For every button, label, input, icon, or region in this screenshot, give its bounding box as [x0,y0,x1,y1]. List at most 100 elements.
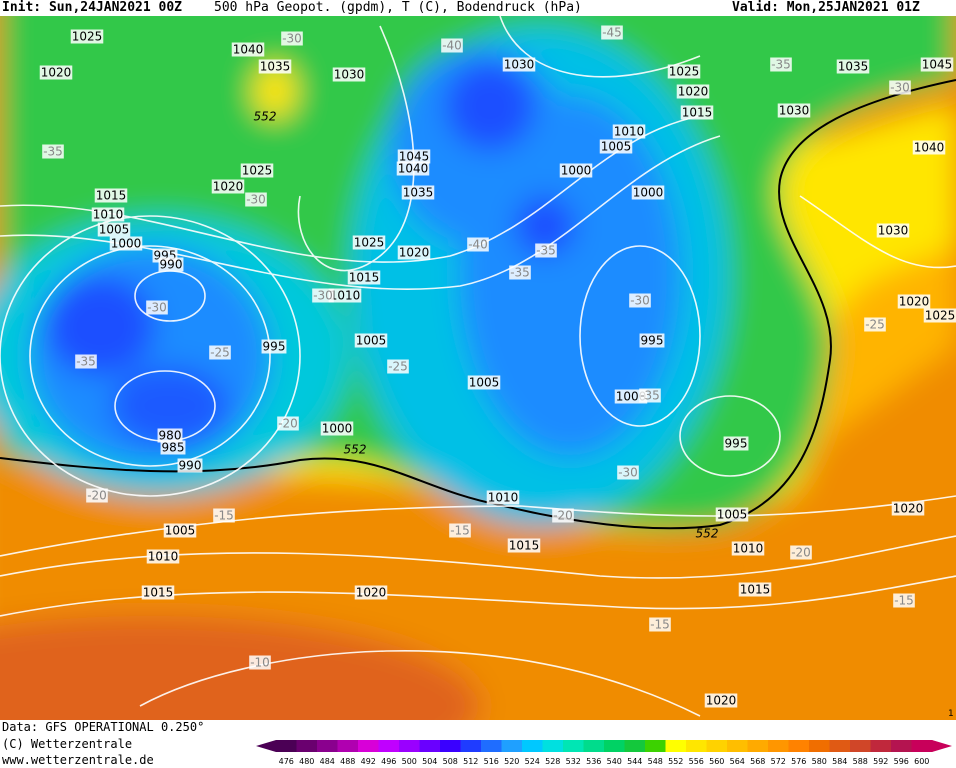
temperature-label-bg [467,237,489,252]
isobar-label: 1015 [143,586,174,600]
temperature-label-bg [209,345,231,360]
colorbar-label: 524 [525,757,540,766]
isobar-label: 1025 [669,65,700,79]
temperature-label-bg [639,388,661,403]
isobar-label-bg [258,59,292,74]
temperature-label: -35 [536,244,556,258]
isobar-label: 995 [725,437,748,451]
isobar-label: 1020 [899,295,930,309]
colorbar-label: 564 [730,757,745,766]
temperature-label-bg [281,31,303,46]
temperature-label: -35 [43,145,63,159]
data-source: Data: GFS OPERATIONAL 0.250° [2,720,205,734]
temperature-label: -25 [210,346,230,360]
temperature-label: -35 [640,389,660,403]
isobar-label-bg [704,693,738,708]
temperature-label: -45 [602,26,622,40]
isobar-label: 1005 [469,376,500,390]
isobar-label-bg [163,523,197,538]
isobar-label: 1030 [779,104,810,118]
colorbar-swatch [583,740,605,752]
colorbar-swatch [378,740,400,752]
colorbar-label: 600 [914,757,929,766]
isobar-label-bg [507,538,541,553]
isobar-label-bg [836,59,870,74]
colorbar-swatch [542,740,564,752]
isobar-label-bg [891,501,925,516]
colorbar-label: 516 [484,757,499,766]
isobar-label: 1020 [399,246,430,260]
isobar-label-bg [347,270,381,285]
colorbar-swatch [481,740,502,752]
isobar-label-bg [70,29,104,44]
isobar-label-bg [320,421,354,436]
colorbar-label: 528 [545,757,560,766]
isobar-label-bg [261,339,287,354]
corner-label: 1 [948,709,954,719]
isobar-label: 1020 [41,66,72,80]
isobar-label: 1015 [740,583,771,597]
isobar-label-bg [559,163,593,178]
colorbar-swatch [563,740,584,752]
isobar-label-bg [177,458,203,473]
isobar-label: 1030 [504,58,535,72]
isobar-label-bg [920,57,954,72]
colorbar-swatch [317,740,338,752]
temperature-label-bg [75,354,97,369]
colorbar-label: 596 [894,757,909,766]
temperature-label: -30 [246,193,266,207]
isobar-label: 1020 [706,694,737,708]
isobar-label-bg [676,84,710,99]
isobar-label-bg [328,288,362,303]
isobar-label: 1005 [717,508,748,522]
isobar-label-bg [397,245,431,260]
colorbar-swatch [419,740,441,752]
isobar-label: 1010 [330,289,361,303]
colorbar-label: 476 [279,757,294,766]
isobar-label-bg [157,428,183,443]
temperature-label-bg [42,144,64,159]
isobar-label: 1025 [242,164,273,178]
colorbar-swatch [296,740,318,752]
temperature-label: -40 [442,39,462,53]
temperature-label: -30 [313,289,333,303]
isobar-label: 1020 [213,180,244,194]
isobar-label: 1000 [322,422,353,436]
colorbar-label: 532 [566,757,581,766]
colorbar-swatch [440,740,461,752]
colorbar-label: 484 [320,757,335,766]
isobar-label-bg [146,549,180,564]
colorbar-swatch [358,740,379,752]
isobar-label-bg [401,185,435,200]
isobar-label: 1015 [349,271,380,285]
colorbar-label: 588 [853,757,868,766]
isobar-label: 1005 [165,524,196,538]
isobar-label: 985 [162,441,185,455]
isobar-label: 1010 [488,491,519,505]
isobar-label-bg [614,389,648,404]
isobar-label: 1010 [148,550,179,564]
isobar-label: 1035 [403,186,434,200]
colorbar-swatch [276,740,297,752]
isobar-label: 990 [160,258,183,272]
copyright: (C) Wetterzentrale [2,737,133,751]
temperature-label: -15 [214,509,234,523]
colorbar-label: 500 [402,757,417,766]
temperature-label: -30 [147,301,167,315]
colorbar-swatch [788,740,810,752]
isobar-label: 1000 [633,186,664,200]
isobar-label: 1030 [878,224,909,238]
isobar-label-bg [667,64,701,79]
colorbar-swatch [727,740,748,752]
isobar-label: 1000 [616,390,647,404]
colorbar-label: 580 [812,757,827,766]
isobar-label: 1000 [561,164,592,178]
colorbar-label: 504 [422,757,437,766]
isobar-label-bg [467,375,501,390]
colorbar-label: 496 [381,757,396,766]
temperature-label-bg [601,25,623,40]
colorbar-label: 576 [791,757,806,766]
colorbar-swatch [337,740,359,752]
isobar-label-bg [715,507,749,522]
